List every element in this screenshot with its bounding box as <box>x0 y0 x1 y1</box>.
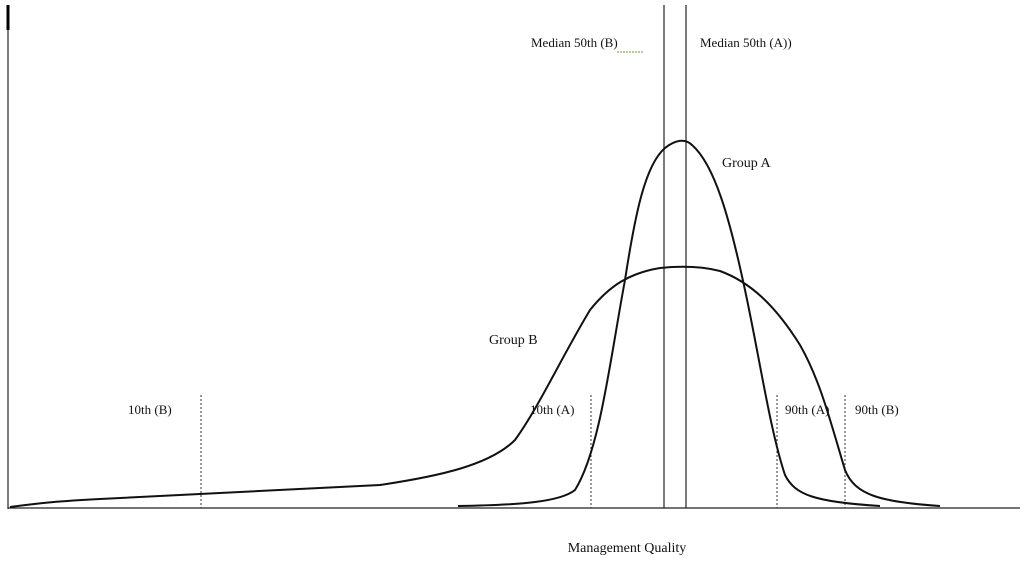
group-a-label: Group A <box>722 156 772 171</box>
p90-b-label: 90th (B) <box>855 402 899 417</box>
median-b-label: Median 50th (B) <box>531 35 618 50</box>
x-axis-title: Management Quality <box>568 541 687 556</box>
p10-a-label: 10th (A) <box>530 402 574 417</box>
p90-a-label: 90th (A) <box>785 402 829 417</box>
group-b-label: Group B <box>489 333 538 348</box>
group-b-curve <box>9 265 941 508</box>
group-a-curve <box>457 139 881 507</box>
p10-b-label: 10th (B) <box>128 402 172 417</box>
median-a-label: Median 50th (A)) <box>700 35 792 50</box>
